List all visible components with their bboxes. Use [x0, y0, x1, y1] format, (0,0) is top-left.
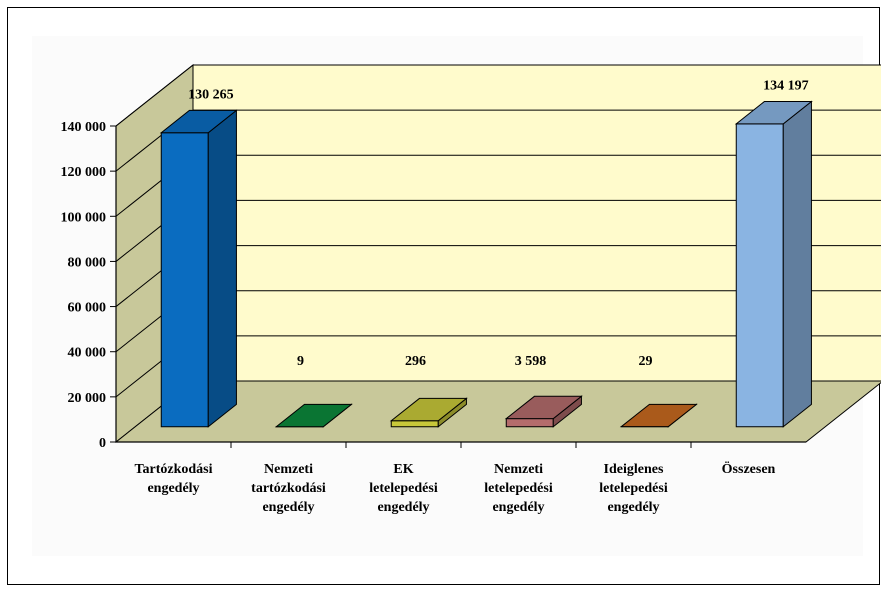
category-label: tartózkodási: [251, 481, 326, 496]
data-label: 134 197: [763, 79, 809, 94]
data-label: 9: [297, 354, 304, 369]
data-label: 29: [639, 354, 653, 369]
y-tick-label: 60 000: [68, 301, 107, 316]
bar-3: [389, 397, 468, 428]
bar-4: [504, 395, 583, 428]
bar-front: [390, 420, 439, 428]
category-label: letelepedési: [369, 481, 438, 496]
bar-front: [160, 132, 209, 428]
category-label: engedély: [147, 481, 199, 496]
category-label: Tartózkodási: [134, 462, 212, 477]
bar-top: [389, 397, 468, 422]
category-label: engedély: [262, 500, 314, 515]
data-label: 130 265: [188, 87, 234, 102]
bar-front: [735, 123, 784, 428]
bar-top: [734, 101, 813, 125]
bar-front: [505, 418, 554, 428]
chart-frame: 0 20 000 40 000 60 000 80 000 100 000 120 000 1…: [7, 7, 881, 585]
bar-side: [782, 100, 812, 428]
data-label: 296: [405, 354, 426, 369]
bar-top: [274, 403, 353, 428]
category-label: letelepedési: [484, 481, 553, 496]
bar-top: [159, 109, 238, 134]
y-tick-label: 120 000: [61, 165, 107, 180]
gridline: [115, 64, 881, 127]
y-tick-label: 20 000: [68, 391, 107, 406]
y-tick-label: 140 000: [61, 120, 107, 135]
category-label: Összesen: [722, 460, 776, 477]
category-label: engedély: [492, 500, 544, 515]
bar-2: [274, 403, 353, 428]
y-tick-label: 40 000: [68, 346, 107, 361]
data-label: 3 598: [515, 354, 547, 369]
bar-6: [734, 100, 813, 428]
category-label: engedély: [377, 500, 429, 515]
category-label: EK: [393, 462, 413, 477]
bar-5: [619, 403, 698, 428]
bar-1: [159, 109, 238, 428]
bar-top: [504, 395, 583, 420]
bar-side: [207, 109, 237, 428]
chart-svg: 0 20 000 40 000 60 000 80 000 100 000 120 000 1…: [32, 36, 881, 556]
category-label: Nemzeti: [494, 462, 543, 477]
category-label: engedély: [607, 500, 659, 515]
category-label: Nemzeti: [264, 462, 313, 477]
category-label: Ideiglenes: [604, 462, 664, 477]
category-label: letelepedési: [599, 481, 668, 496]
y-tick-label: 100 000: [61, 210, 107, 225]
y-tick-label: 0: [99, 436, 106, 451]
y-tick-label: 80 000: [68, 255, 107, 270]
bar-top: [619, 403, 698, 428]
